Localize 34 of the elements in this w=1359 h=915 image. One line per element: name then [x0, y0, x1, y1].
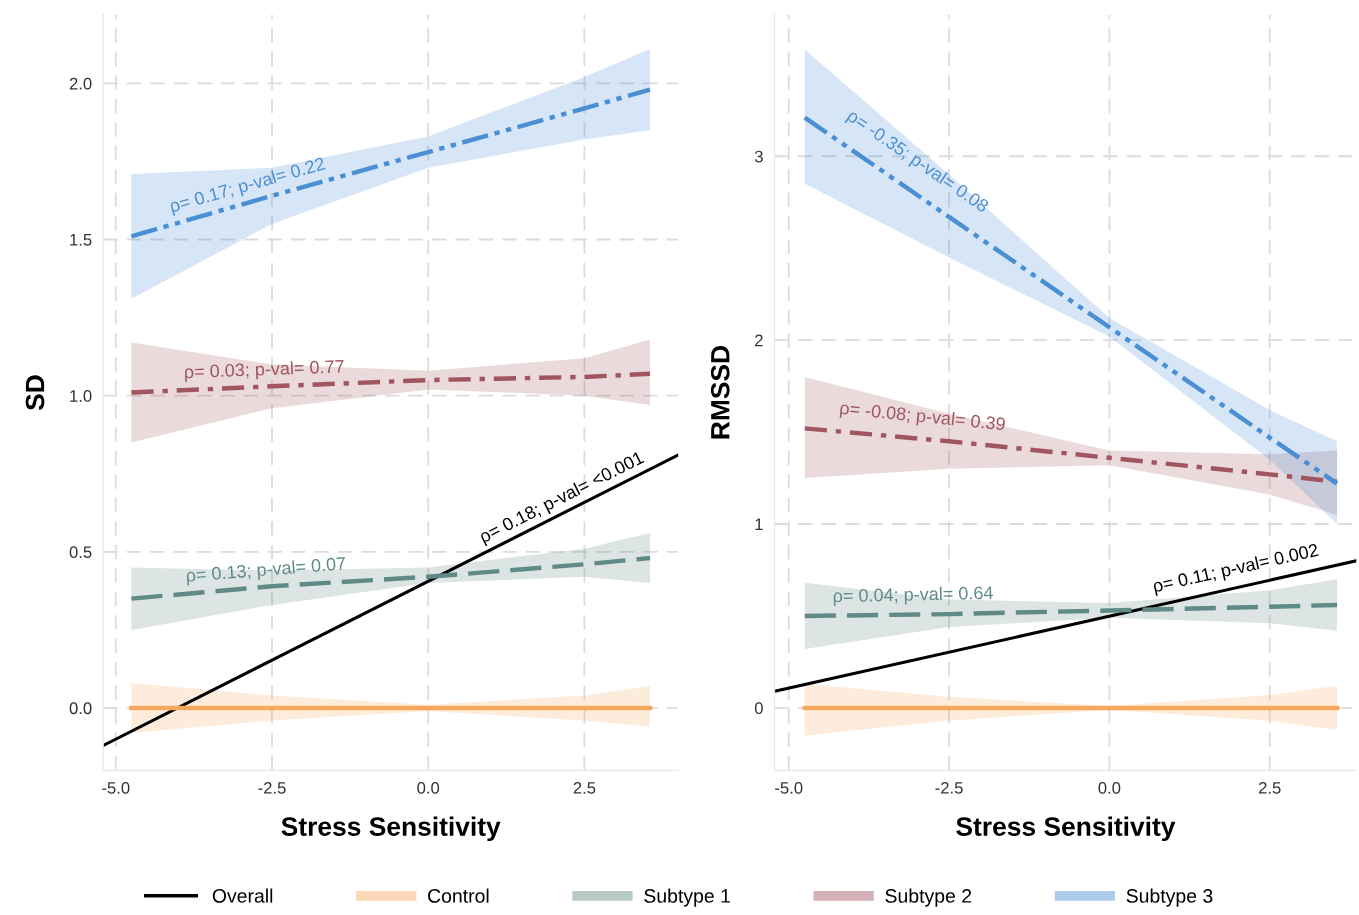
- y-tick-label: 1.5: [70, 234, 92, 246]
- y-tick-label: 2: [755, 334, 763, 347]
- x-axis-title: Stress Sensitivity: [956, 816, 1176, 842]
- annotation: ρ= 0.11; p-val= 0.002: [1152, 542, 1320, 596]
- x-tick-label: -5.0: [102, 781, 130, 794]
- y-tick-label: 2.0: [69, 77, 92, 90]
- y-axis-title: SD: [25, 375, 45, 411]
- annotation: ρ= 0.04; p-val= 0.64: [833, 585, 994, 606]
- y-tick-label: 1: [755, 518, 763, 531]
- y-axis-title: RMSSD: [710, 346, 730, 439]
- y-tick-label: 3: [754, 150, 763, 163]
- annotation: ρ= 0.03; p-val= 0.77: [184, 359, 345, 382]
- x-tick-label: 0.0: [1098, 781, 1121, 794]
- x-tick-label: -5.0: [775, 781, 803, 794]
- x-tick-label: 2.5: [1258, 781, 1281, 794]
- legend-label: Overall: [212, 888, 273, 903]
- line-series: [129, 87, 653, 239]
- legend-label: Subtype 3: [1126, 888, 1213, 907]
- annotation: ρ= 0.13; p-val= 0.07: [186, 556, 346, 586]
- annotation: ρ= -0.08; p-val= 0.39: [839, 400, 1006, 435]
- legend-label: Subtype 1: [644, 888, 730, 907]
- x-tick-label: 0.0: [417, 781, 440, 794]
- legend-label: Subtype 2: [885, 888, 972, 907]
- y-tick-label: 0.5: [69, 546, 92, 559]
- x-axis-title: Stress Sensitivity: [281, 816, 501, 842]
- y-tick-label: 1.0: [70, 390, 92, 402]
- y-tick-label: 0.0: [69, 702, 92, 715]
- legend-label: Control: [428, 888, 489, 903]
- x-tick-label: -2.5: [935, 781, 963, 794]
- annotation: ρ= 0.17; p-val= 0.22: [169, 156, 327, 216]
- x-tick-label: 2.5: [573, 781, 596, 794]
- line-series: [129, 555, 653, 601]
- x-tick-label: -2.5: [258, 781, 286, 794]
- y-tick-label: 0: [754, 702, 763, 715]
